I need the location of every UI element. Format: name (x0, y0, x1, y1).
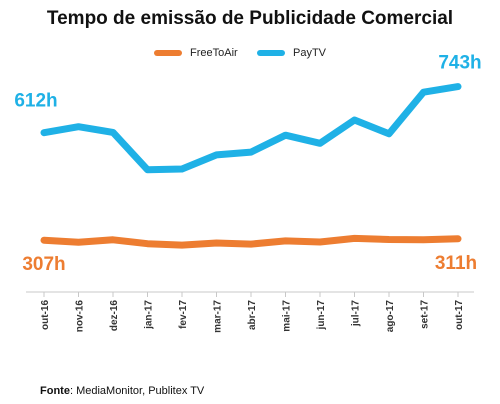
source-label: Fonte (40, 385, 70, 397)
source-text: : MediaMonitor, Publitex TV (69, 385, 205, 397)
series-line-freetoair (40, 234, 462, 249)
legend: FreeToAir PayTV (0, 47, 500, 65)
chart-title: Tempo de emissão de Publicidade Comercia… (46, 8, 454, 29)
legend-swatch-freetoair (154, 50, 182, 56)
x-tick-label: dez-16 (109, 300, 120, 332)
data-label-freetoair: 307h (22, 254, 65, 275)
x-tick-label: jan-17 (144, 300, 155, 330)
x-tick-label: mai-17 (282, 300, 293, 332)
data-label-paytv: 743h (438, 53, 481, 74)
data-label-paytv: 612h (14, 91, 57, 112)
x-tick-label: out-17 (454, 300, 465, 330)
legend-item-paytv: PayTV (257, 47, 326, 59)
series-line-paytv (40, 83, 462, 174)
source-note: Fonte: MediaMonitor, Publitex TV (40, 385, 204, 397)
legend-label-freetoair: FreeToAir (190, 47, 238, 59)
legend-item-freetoair: FreeToAir (154, 47, 238, 59)
legend-label-paytv: PayTV (293, 47, 327, 59)
x-tick-label: mar-17 (213, 300, 224, 333)
data-label-freetoair: 311h (435, 253, 477, 274)
legend-swatch-paytv (257, 50, 285, 56)
x-tick-label: fev-17 (178, 300, 189, 329)
x-tick-label: nov-16 (75, 300, 86, 333)
x-tick-label: jul-17 (351, 300, 362, 328)
x-tick-label: abr-17 (247, 300, 258, 330)
x-tick-label: ago-17 (385, 300, 396, 333)
x-tick-label: out-16 (40, 300, 51, 330)
x-tick-label: jun-17 (316, 300, 327, 331)
x-tick-label: set-17 (420, 300, 431, 329)
